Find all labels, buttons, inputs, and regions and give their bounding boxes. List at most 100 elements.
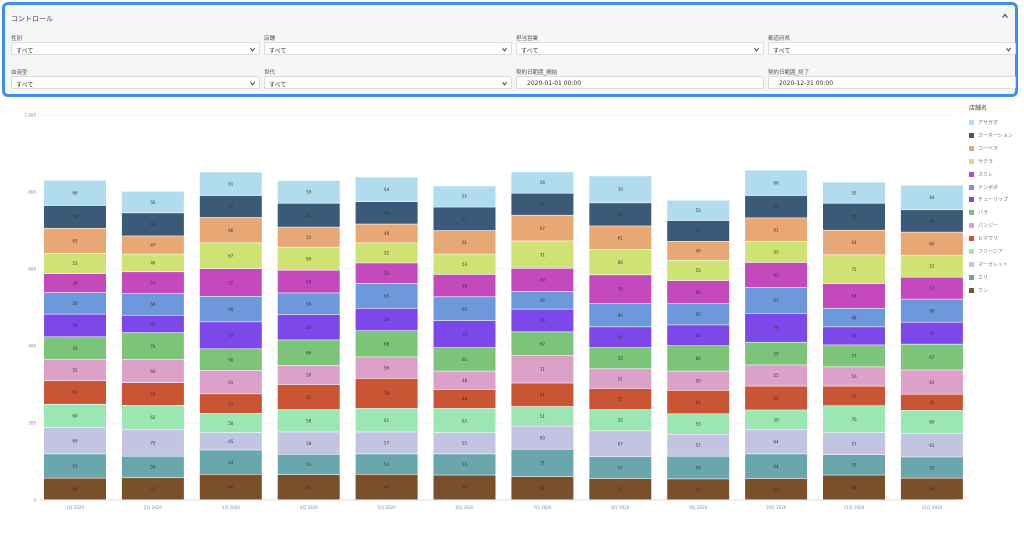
data-label: 67 (618, 441, 624, 446)
bar-segment (121, 213, 184, 236)
bar-segment (589, 478, 652, 500)
x-tick-label: 12月 2020 (922, 505, 943, 510)
bar-segment (44, 292, 106, 314)
legend-swatch (969, 145, 974, 151)
data-label: 51 (228, 401, 234, 406)
y-tick-label: 400 (28, 344, 36, 349)
bar-segment (277, 409, 340, 432)
data-label: 56 (150, 465, 156, 470)
bar-segment (44, 228, 106, 253)
data-label: 61 (72, 390, 78, 395)
contract-end-input[interactable]: 2020-12-31 00:00 (768, 76, 1016, 89)
data-label: 60 (618, 212, 624, 217)
legend-label: チューリップ (978, 197, 1009, 204)
data-label: 60 (540, 435, 546, 440)
contract-start-input[interactable]: 2020-01-01 00:00 (516, 76, 764, 89)
chevron-up-icon[interactable] (1001, 12, 1009, 20)
bar-segment (823, 475, 885, 500)
generation-select-value: すべて (269, 82, 287, 89)
bar-segment (511, 383, 574, 407)
data-label: 50 (851, 374, 857, 379)
bar-segment (667, 414, 730, 434)
bar-segment (589, 275, 652, 304)
data-label: 49 (384, 231, 390, 236)
bar-segment (745, 365, 808, 386)
data-label: 60 (150, 369, 156, 374)
bar-segment (44, 274, 106, 293)
generation-select[interactable]: すべて (264, 76, 512, 89)
bar-segment (900, 299, 963, 322)
data-label: 55 (462, 194, 468, 199)
data-label: 60 (929, 241, 935, 246)
bar-segment (667, 371, 730, 391)
legend-label: サクラ (978, 158, 994, 165)
bar-segment (745, 195, 808, 218)
data-label: 59 (72, 323, 78, 328)
data-label: 63 (228, 460, 234, 465)
data-label: 78 (384, 391, 390, 396)
legend-swatch (969, 223, 974, 229)
data-label: 64 (462, 485, 468, 490)
data-label: 46 (540, 298, 546, 303)
sales-rep-select[interactable]: すべて (516, 42, 764, 55)
bar-segment (745, 386, 808, 410)
bar-segment (511, 215, 574, 241)
data-label: 61 (228, 380, 234, 385)
blood-type-select[interactable]: すべて (11, 76, 260, 89)
x-tick-label: 7月 2020 (533, 505, 551, 510)
x-tick-label: 5月 2020 (378, 505, 396, 510)
bar-segment (745, 410, 808, 429)
data-label: 67 (228, 254, 234, 259)
data-label: 66 (228, 307, 234, 312)
bar-segment (433, 297, 496, 321)
legend-label: コーベラ (978, 145, 999, 152)
data-label: 61 (696, 400, 702, 405)
data-label: 57 (228, 204, 234, 209)
store-select[interactable]: すべて (264, 42, 512, 55)
x-tick-label: 6月 2020 (456, 505, 474, 510)
legend-label: エリ (978, 274, 989, 281)
data-label: 51 (851, 394, 857, 399)
bar-segment (745, 262, 808, 288)
data-label: 55 (618, 397, 624, 402)
data-label: 58 (929, 219, 935, 224)
data-label: 55 (774, 373, 780, 378)
data-label: 63 (72, 464, 78, 469)
data-label: 64 (774, 464, 780, 469)
data-label: 57 (540, 202, 546, 207)
data-label: 53 (851, 463, 857, 468)
gender-select[interactable]: すべて (11, 42, 260, 55)
bar-segment (121, 405, 184, 429)
bar-segment (900, 478, 963, 500)
bar-segment (823, 182, 885, 203)
bar-segment (44, 253, 106, 274)
bar-segment (121, 382, 184, 406)
bar-segment (667, 456, 730, 479)
data-label: 62 (774, 396, 780, 401)
bar-segment (823, 386, 885, 406)
bar-segment (355, 263, 418, 284)
data-label: 53 (384, 462, 390, 467)
bar-segment (745, 313, 808, 342)
contract-end-value: 2020-12-31 00:00 (779, 80, 834, 87)
bar-segment (199, 450, 262, 474)
data-label: 48 (462, 378, 468, 383)
data-label: 53 (696, 208, 702, 213)
prefecture-select[interactable]: すべて (768, 42, 1016, 55)
bar-segment (433, 475, 496, 500)
bar-segment (823, 367, 885, 386)
bar-segment (900, 457, 963, 478)
data-label: 55 (72, 368, 78, 373)
bar-segment (277, 340, 340, 366)
bar-segment (355, 378, 418, 409)
data-label: 70 (618, 187, 624, 192)
data-label: 66 (774, 181, 780, 186)
bar-segment (511, 291, 574, 309)
bar-segment (121, 315, 184, 333)
x-tick-label: 8月 2020 (611, 505, 629, 510)
legend-swatch (969, 210, 974, 216)
data-label: 59 (774, 351, 780, 356)
bar-segment (199, 195, 262, 218)
bar-segment (823, 308, 885, 327)
data-label: 60 (306, 256, 312, 261)
